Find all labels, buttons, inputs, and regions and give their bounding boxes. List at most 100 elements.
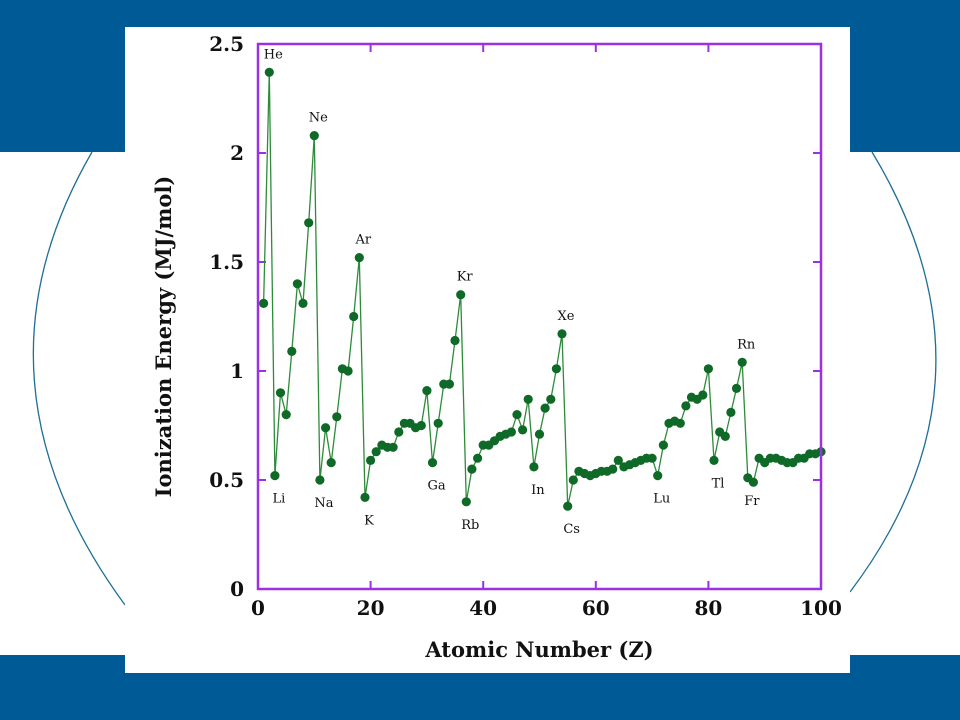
element-label: Rb — [461, 518, 479, 533]
data-point — [467, 464, 477, 474]
data-point — [709, 455, 719, 465]
x-axis-title: Atomic Number (Z) — [424, 637, 653, 662]
data-point — [473, 453, 483, 463]
data-point — [675, 418, 685, 428]
data-point — [388, 442, 398, 452]
data-point — [726, 407, 736, 417]
data-point — [461, 497, 471, 507]
data-point — [416, 420, 426, 431]
x-tick-label: 20 — [357, 596, 385, 620]
plot-frame — [256, 42, 823, 591]
data-point — [681, 401, 691, 411]
left-arc — [32, 151, 126, 606]
data-point — [720, 431, 730, 441]
ionization-energy-chart: 0 20 40 60 80 100 0 0.5 1 1.5 2 2.5 He Ne Ar Kr Xe Rn Li N… — [151, 32, 842, 662]
data-point — [529, 462, 539, 472]
data-point — [703, 364, 714, 374]
data-point — [304, 218, 314, 228]
y-tick-label: 0.5 — [209, 468, 244, 492]
data-point — [456, 290, 466, 300]
data-point — [309, 131, 319, 141]
data-point — [332, 412, 342, 422]
data-point — [275, 388, 286, 398]
data-point — [653, 471, 663, 481]
data-point — [371, 447, 381, 457]
data-point — [563, 501, 573, 511]
data-point — [354, 253, 364, 263]
axis-ticks — [257, 43, 822, 590]
data-point — [321, 423, 331, 433]
element-label: K — [364, 513, 374, 528]
data-point — [748, 477, 759, 487]
data-point — [737, 357, 747, 367]
data-point — [292, 279, 302, 289]
data-point — [326, 458, 336, 468]
element-label: Xe — [558, 309, 575, 324]
element-label: Tl — [712, 476, 725, 491]
data-point — [731, 383, 742, 393]
y-tick-label: 2.5 — [209, 32, 244, 56]
data-point — [444, 379, 454, 389]
data-point — [366, 455, 376, 465]
data-point — [506, 427, 516, 437]
data-point — [613, 455, 623, 465]
data-point — [264, 67, 274, 77]
data-point — [658, 440, 669, 450]
x-tick-label: 0 — [251, 596, 265, 620]
element-labels: He Ne Ar Kr Xe Rn Li Na K Ga Rb In Cs Lu Tl Fr — [264, 47, 760, 537]
element-label: Ne — [309, 111, 328, 126]
data-point — [298, 298, 308, 308]
data-point — [433, 418, 443, 428]
x-tick-label: 60 — [582, 596, 610, 620]
data-point — [315, 475, 325, 485]
tick-labels: 0 20 40 60 80 100 0 0.5 1 1.5 2 2.5 — [209, 32, 842, 620]
y-axis-title: Ionization Energy (MJ/mol) — [151, 176, 176, 498]
data-point — [557, 329, 567, 339]
element-label: He — [264, 47, 283, 62]
data-point — [422, 386, 432, 396]
element-label: Ga — [427, 479, 445, 494]
y-tick-label: 2 — [230, 141, 244, 165]
element-label: Na — [314, 496, 333, 511]
data-point — [287, 346, 297, 356]
data-point — [427, 458, 438, 468]
element-label: Rn — [737, 337, 756, 352]
data-point — [647, 453, 657, 463]
x-tick-label: 40 — [469, 596, 497, 620]
element-label: Lu — [653, 492, 670, 507]
y-tick-label: 1 — [230, 359, 244, 383]
data-point — [270, 471, 280, 481]
x-tick-label: 100 — [800, 596, 842, 620]
data-markers — [259, 67, 826, 511]
data-point — [698, 390, 708, 400]
chart-panel: 0 20 40 60 80 100 0 0.5 1 1.5 2 2.5 He Ne Ar Kr Xe Rn Li N… — [125, 27, 850, 673]
element-label: Ar — [355, 233, 372, 248]
element-label: Kr — [457, 270, 474, 285]
data-point — [523, 394, 533, 404]
data-point — [551, 364, 561, 374]
element-label: Li — [272, 492, 285, 507]
data-point — [394, 427, 404, 437]
data-point — [512, 410, 522, 420]
data-point — [281, 410, 291, 420]
data-point — [343, 366, 353, 376]
element-label: In — [531, 483, 545, 498]
data-point — [450, 335, 460, 346]
right-arc — [849, 151, 937, 593]
element-label: Fr — [744, 494, 760, 509]
data-point — [259, 298, 269, 308]
data-point — [349, 311, 359, 322]
series-line — [262, 72, 822, 507]
x-tick-label: 80 — [694, 596, 722, 620]
element-label: Cs — [563, 522, 580, 537]
data-point — [534, 429, 545, 439]
data-point — [608, 464, 618, 474]
data-point — [546, 394, 556, 404]
y-tick-label: 0 — [230, 577, 244, 601]
data-point — [360, 492, 370, 502]
data-point — [518, 425, 528, 435]
data-point — [568, 475, 578, 485]
data-point — [540, 403, 550, 413]
y-tick-label: 1.5 — [209, 250, 244, 274]
